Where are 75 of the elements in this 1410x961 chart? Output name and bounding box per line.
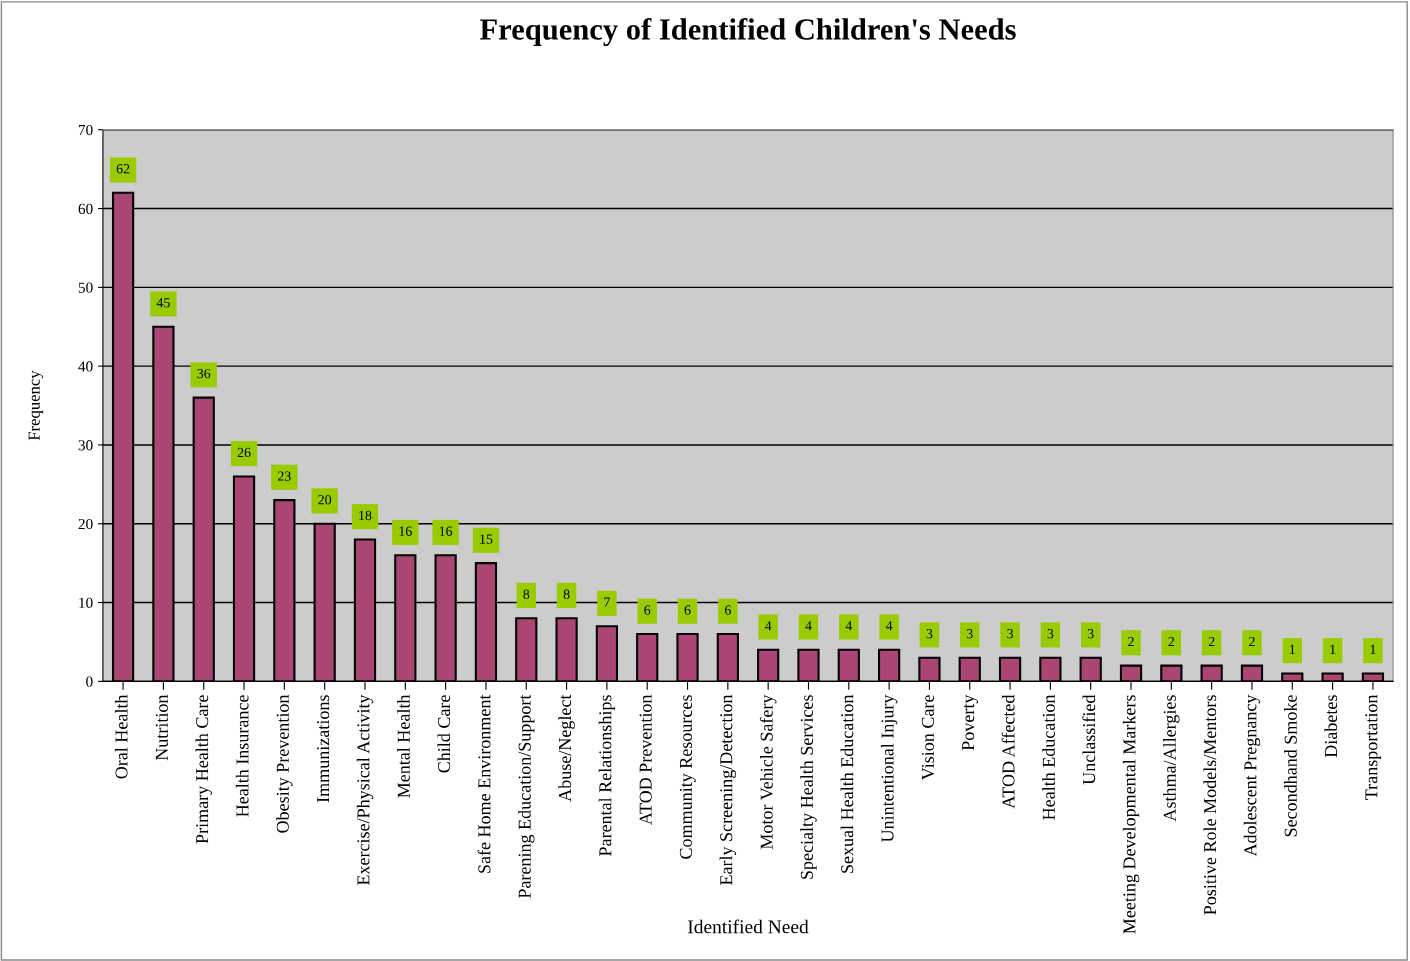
x-tick-label: Sexual Health Education [840, 694, 854, 873]
data-label: 6 [724, 605, 731, 615]
data-label: 3 [926, 629, 933, 639]
x-tick-label: Parening Education/Support [518, 694, 535, 899]
x-tick-label: Diabetes [1324, 695, 1338, 758]
data-label: 2 [1168, 636, 1175, 647]
x-tick-label: Health Education [1042, 694, 1055, 820]
data-label: 4 [805, 621, 812, 631]
x-tick-label: Immunizations [317, 695, 330, 803]
x-tick-label: Parental Relationships [598, 695, 616, 856]
y-tick-label: 70 [78, 124, 93, 136]
data-label: 4 [845, 621, 853, 631]
y-tick-label: 20 [78, 518, 93, 530]
x-tick-label: Obesity Prevention [276, 694, 293, 833]
x-tick-label: Motor Vehicle Safery [759, 694, 777, 850]
x-tick-label: Specialty Health Services [800, 695, 817, 879]
x-tick-label: Health Insurance [235, 695, 249, 817]
x-tick-label: Poverty [962, 694, 978, 751]
y-tick-label: 0 [86, 676, 93, 687]
y-axis-title: Frequency [28, 370, 44, 441]
x-axis-title: Identified Need [687, 919, 809, 934]
data-label: 16 [439, 526, 453, 536]
data-label: 4 [764, 621, 772, 631]
x-tick-label: Asthma/Allergies [1163, 695, 1180, 822]
data-label: 1 [1290, 644, 1295, 654]
y-tick-label: 60 [78, 203, 93, 214]
data-label: 8 [563, 589, 570, 599]
data-label: 3 [1007, 629, 1013, 639]
data-label: 3 [1047, 629, 1054, 639]
x-tick-label: Early Screening/Detection [719, 694, 737, 886]
x-tick-label: Community Resources [679, 695, 696, 859]
data-label: 2 [1249, 636, 1255, 647]
data-label: 18 [359, 510, 372, 521]
x-tick-label: Unintentional Injury [880, 694, 898, 843]
data-label: 4 [885, 621, 893, 631]
y-tick-label: 50 [78, 282, 93, 293]
y-tick-label: 10 [79, 597, 93, 608]
data-label: 8 [523, 589, 530, 599]
chart-title: Frequency of Identified Children's Needs [480, 17, 1016, 47]
x-tick-label: Safe Home Environment [477, 694, 491, 873]
data-label: 3 [966, 629, 973, 639]
data-label: 20 [318, 495, 332, 505]
x-tick-label: Mental Health [397, 694, 410, 798]
data-label: 15 [480, 534, 493, 544]
y-tick-label: 40 [78, 361, 93, 372]
data-label: 23 [278, 471, 291, 481]
data-label: 6 [644, 605, 651, 615]
x-tick-label: Exercise/Physical Activity [356, 694, 374, 886]
data-label: 3 [1087, 629, 1094, 639]
data-label: 16 [399, 526, 412, 536]
data-label: 36 [197, 368, 211, 379]
x-tick-label: Vision Care [921, 695, 935, 781]
x-tick-label: Adolescent Pregnancy [1243, 694, 1261, 857]
data-label: 1 [1370, 644, 1376, 654]
x-tick-label: Abuse/Neglect [558, 694, 575, 802]
data-label: 2 [1128, 636, 1134, 647]
data-label: 2 [1208, 636, 1215, 647]
data-label: 7 [604, 597, 610, 607]
x-tick-label: Meeting Developmental Markers [1122, 695, 1140, 934]
data-label: 6 [684, 605, 691, 615]
x-tick-label: Nutrition [155, 694, 168, 761]
x-tick-label: Secondhand Smoke [1284, 695, 1297, 837]
y-tick-label: 30 [78, 440, 93, 451]
x-tick-label: Oral Health [114, 694, 128, 779]
data-label: 26 [237, 447, 251, 458]
x-tick-label: Transportation [1365, 694, 1382, 800]
x-tick-label: ATOD Prevention [639, 694, 652, 825]
data-label: 1 [1330, 644, 1336, 654]
x-tick-label: Unclassified [1082, 694, 1096, 785]
x-tick-label: Positive Role Models/Mentors [1203, 695, 1217, 915]
x-tick-label: Child Care [437, 695, 451, 773]
data-label: 62 [116, 164, 130, 174]
data-label: 45 [156, 298, 170, 308]
x-tick-label: Primary Health Care [195, 695, 212, 844]
x-tick-label: ATOD Affected [1001, 694, 1015, 809]
